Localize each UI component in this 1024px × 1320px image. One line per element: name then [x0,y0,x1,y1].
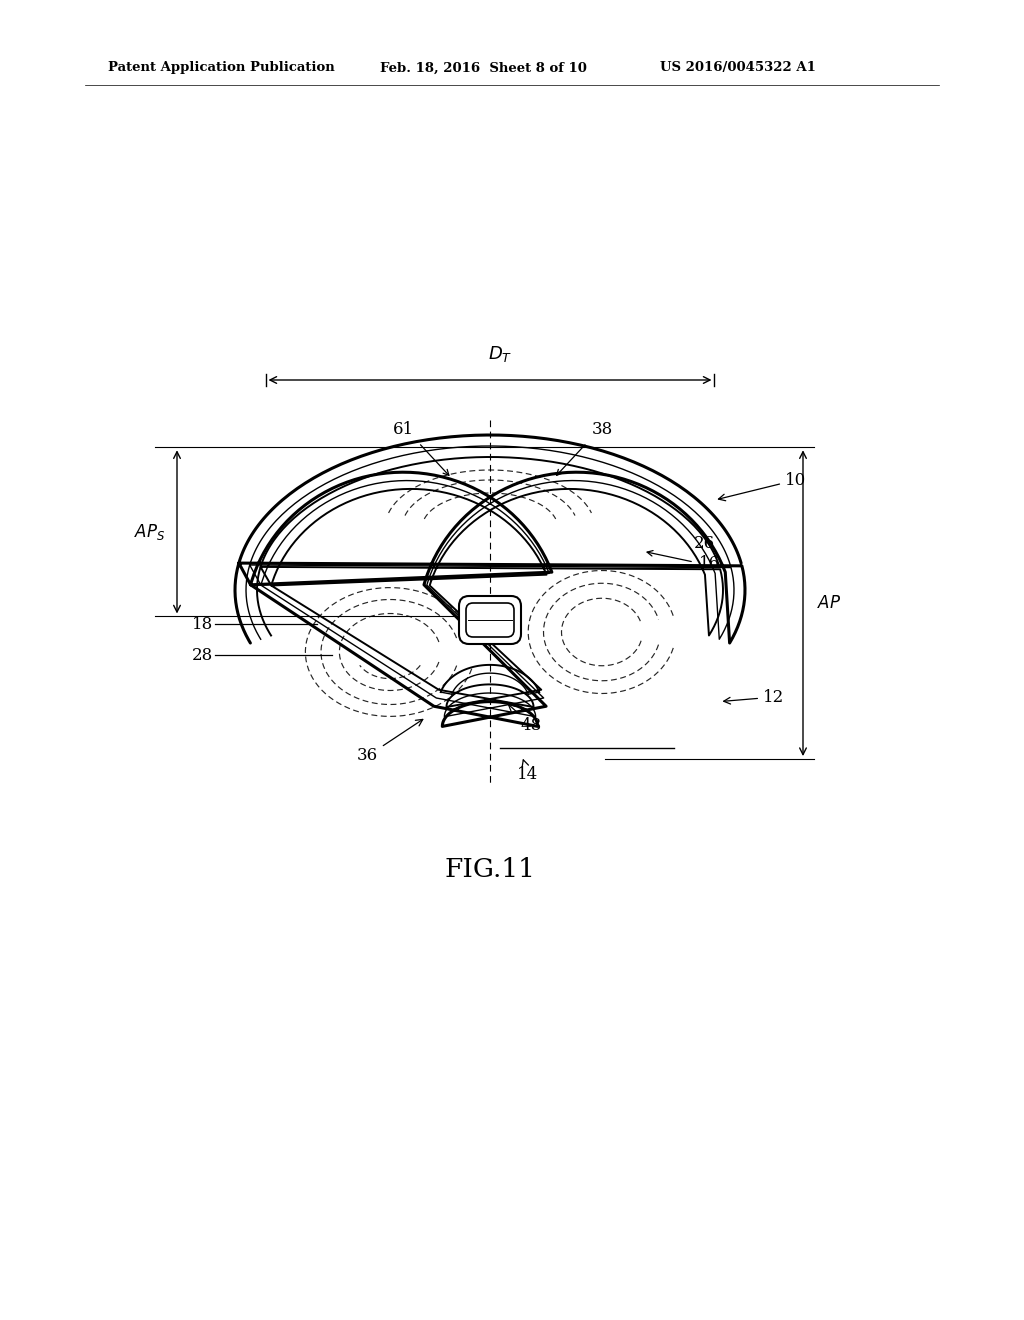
FancyBboxPatch shape [459,597,521,644]
Text: 38: 38 [592,421,613,438]
Text: 14: 14 [517,760,539,783]
Text: 28: 28 [191,647,213,664]
Text: 16: 16 [699,556,720,572]
Text: 36: 36 [357,719,423,764]
Text: FIG.11: FIG.11 [444,857,536,882]
Text: $AP$: $AP$ [817,595,842,611]
Text: 18: 18 [191,615,213,632]
Text: 48: 48 [508,705,542,734]
FancyBboxPatch shape [466,603,514,638]
Text: $AP_S$: $AP_S$ [134,521,165,543]
Text: Patent Application Publication: Patent Application Publication [108,62,335,74]
Text: 10: 10 [719,471,806,500]
Text: $D_T$: $D_T$ [487,345,512,364]
Text: US 2016/0045322 A1: US 2016/0045322 A1 [660,62,816,74]
Text: Feb. 18, 2016  Sheet 8 of 10: Feb. 18, 2016 Sheet 8 of 10 [380,62,587,74]
Text: 26: 26 [694,535,715,552]
Text: 12: 12 [724,689,784,706]
Text: 61: 61 [392,421,414,438]
